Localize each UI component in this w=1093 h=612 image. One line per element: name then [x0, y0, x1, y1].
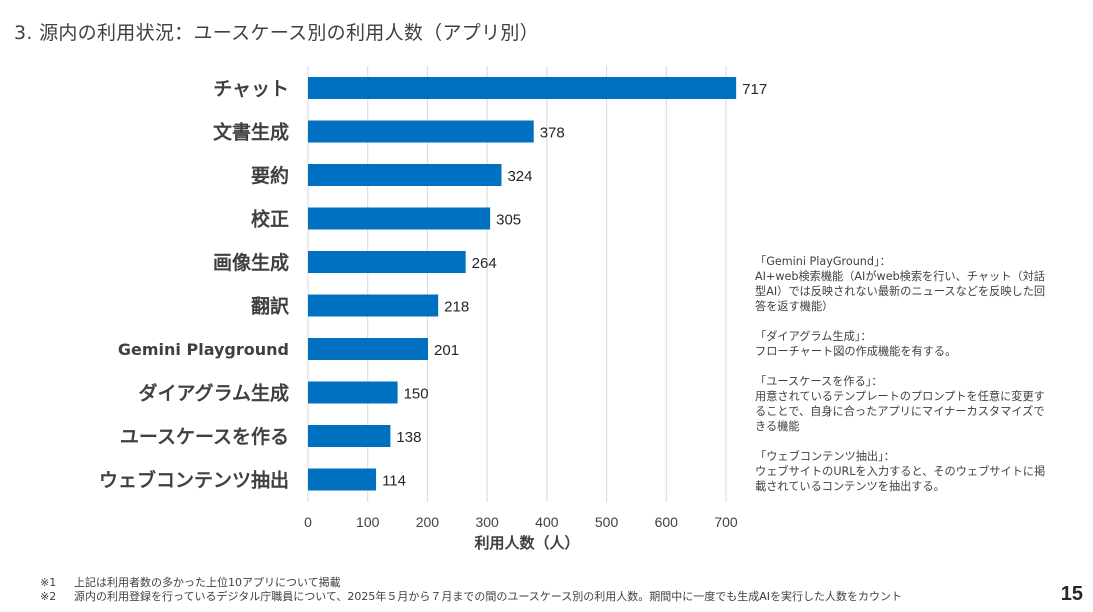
notes-panel: 「Gemini PlayGround」： AI+web検索機能（AIがweb検索… [755, 254, 1055, 509]
category-label: ユースケースを作る [120, 425, 289, 448]
bar [308, 120, 534, 143]
x-tick-label: 0 [304, 514, 312, 530]
data-label: 264 [472, 255, 497, 272]
category-label: ウェブコンテンツ抽出 [99, 469, 289, 492]
data-label: 201 [434, 342, 459, 359]
note-title: 「Gemini PlayGround」： [755, 255, 891, 268]
x-tick-label: 600 [655, 514, 679, 530]
footnote-text: 上記は利用者数の多かった上位10アプリについて掲載 [74, 576, 341, 589]
bars [308, 77, 737, 491]
category-label: 文書生成 [213, 121, 289, 144]
bar [308, 207, 491, 230]
note-title: 「ウェブコンテンツ抽出」： [755, 450, 895, 463]
bar [308, 425, 391, 447]
footnote-text: 源内の利用登録を行っているデジタル庁職員について、2025年５月から７月までの間… [74, 590, 903, 603]
data-label: 150 [404, 386, 429, 403]
data-label: 717 [742, 81, 767, 98]
footnote-mark: ※2 [40, 590, 57, 603]
bar [308, 251, 466, 273]
note-title: 「ユースケースを作る」： [755, 375, 883, 388]
category-label: 翻訳 [251, 295, 290, 318]
bar [308, 381, 398, 404]
data-label: 378 [540, 125, 565, 142]
footnote-2: ※2 源内の利用登録を行っているデジタル庁職員について、2025年５月から７月まで… [40, 590, 902, 604]
note-diagram: 「ダイアグラム生成」： フローチャート図の作成機能を有する。 [755, 329, 1055, 359]
note-body: ウェブサイトのURLを入力すると、そのウェブサイトに掲載されているコンテンツを抽… [755, 465, 1046, 493]
x-tick-labels: 0 100 200 300 400 500 600 700 [304, 514, 738, 530]
page-number: 15 [1060, 583, 1083, 605]
note-body: フローチャート図の作成機能を有する。 [755, 345, 957, 358]
footnote-mark: ※1 [40, 576, 57, 589]
category-label: 校正 [251, 208, 289, 231]
bar [308, 294, 439, 317]
footnote-1: ※1 上記は利用者数の多かった上位10アプリについて掲載 [40, 576, 902, 590]
data-label: 138 [396, 429, 421, 446]
x-tick-label: 300 [475, 514, 499, 530]
bar [308, 468, 377, 491]
data-label: 305 [496, 212, 521, 229]
note-usecase: 「ユースケースを作る」： 用意されているテンプレートのプロンプトを任意に変更する… [755, 374, 1055, 434]
gridlines [307, 66, 727, 502]
category-label: Gemini Playground [118, 340, 289, 359]
x-tick-label: 200 [416, 514, 440, 530]
x-axis-title: 利用人数（人） [474, 534, 579, 552]
bar [308, 338, 429, 360]
category-label: 画像生成 [213, 251, 289, 274]
x-tick-label: 400 [535, 514, 559, 530]
category-label: チャット [213, 78, 289, 100]
slide-title: 3. 源内の利用状況：ユースケース別の利用人数（アプリ別） [14, 22, 539, 44]
data-label: 218 [444, 299, 469, 316]
data-label: 114 [382, 473, 406, 490]
bar [308, 77, 737, 99]
note-web-content: 「ウェブコンテンツ抽出」： ウェブサイトのURLを入力すると、そのウェブサイトに… [755, 449, 1055, 494]
footnotes: ※1 上記は利用者数の多かった上位10アプリについて掲載 ※2 源内の利用登録を行っ… [40, 576, 902, 604]
data-label: 324 [507, 168, 532, 185]
category-label: ダイアグラム生成 [139, 382, 289, 405]
note-body: AI+web検索機能（AIがweb検索を行い、チャット（対話型AI）では反映され… [755, 270, 1046, 313]
note-gemini-playground: 「Gemini PlayGround」： AI+web検索機能（AIがweb検索… [755, 254, 1055, 314]
x-tick-label: 700 [714, 514, 738, 530]
x-tick-label: 500 [595, 514, 619, 530]
bar [308, 164, 502, 186]
value-labels: 717 378 324 305 264 218 201 150 138 114 [382, 81, 767, 490]
note-body: 用意されているテンプレートのプロンプトを任意に変更することで、自身に合ったアプリ… [755, 390, 1045, 433]
x-tick-label: 100 [356, 514, 380, 530]
note-title: 「ダイアグラム生成」： [755, 330, 872, 343]
category-label: 要約 [251, 164, 289, 187]
